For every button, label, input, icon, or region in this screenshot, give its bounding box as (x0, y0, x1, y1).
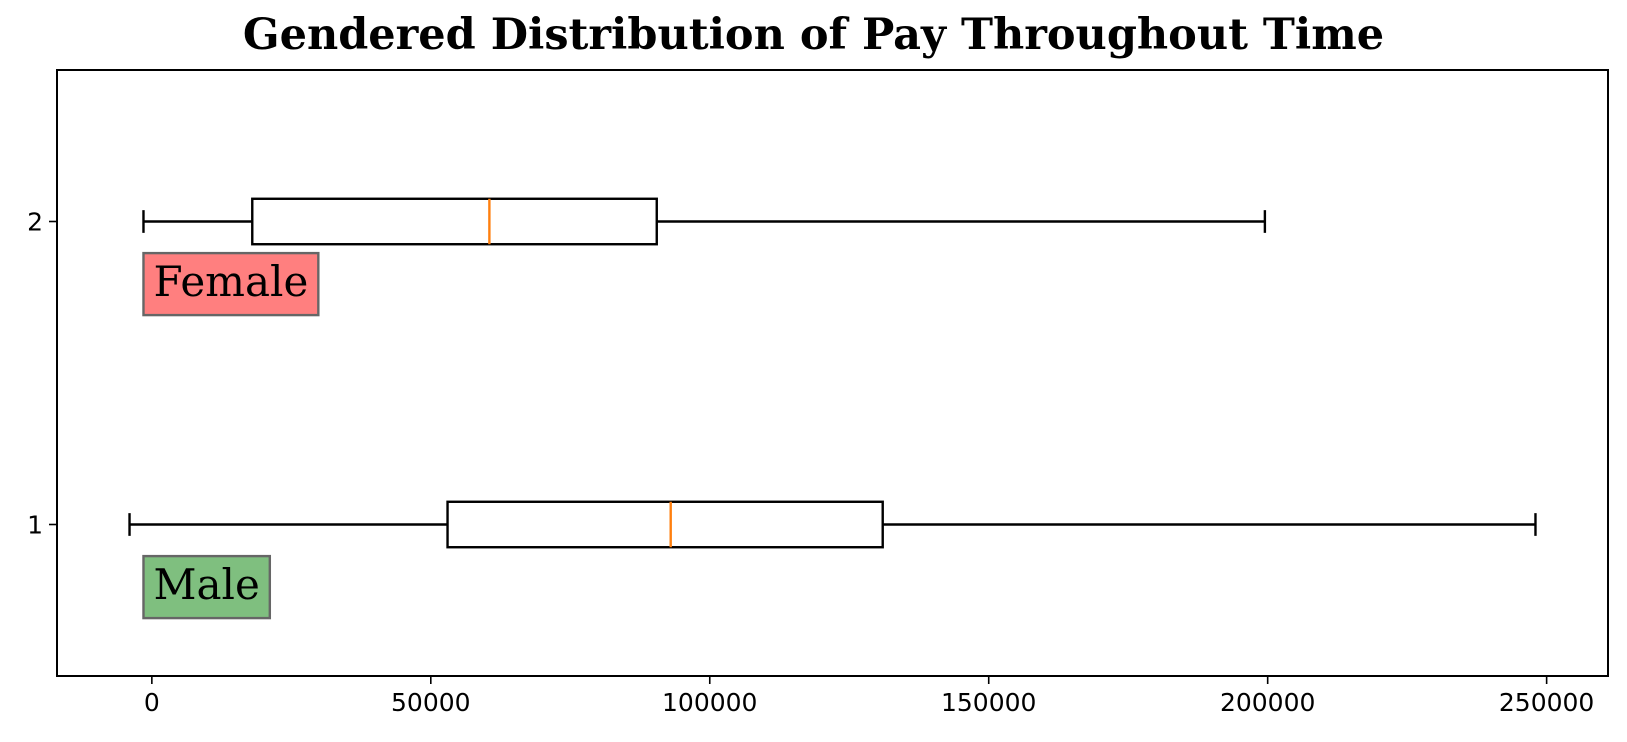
box-2 (251, 197, 658, 246)
x-tick-label: 250000 (1499, 688, 1594, 717)
annotation-male-box (142, 554, 272, 620)
y-tick-label: 2 (27, 208, 43, 237)
plot-frame (56, 69, 1609, 677)
y-tick-label: 1 (27, 511, 43, 540)
x-tick-label: 150000 (941, 688, 1036, 717)
x-tick-label: 100000 (662, 688, 757, 717)
annotation-female-box (142, 251, 320, 317)
chart-title: Gendered Distribution of Pay Throughout … (242, 10, 1385, 60)
x-tick-label: 0 (144, 688, 160, 717)
x-tick-label: 50000 (391, 688, 471, 717)
annotation-male-label: Male (153, 560, 259, 609)
box-1 (446, 500, 884, 549)
annotation-female-label: Female (153, 257, 308, 306)
x-tick-label: 200000 (1220, 688, 1315, 717)
